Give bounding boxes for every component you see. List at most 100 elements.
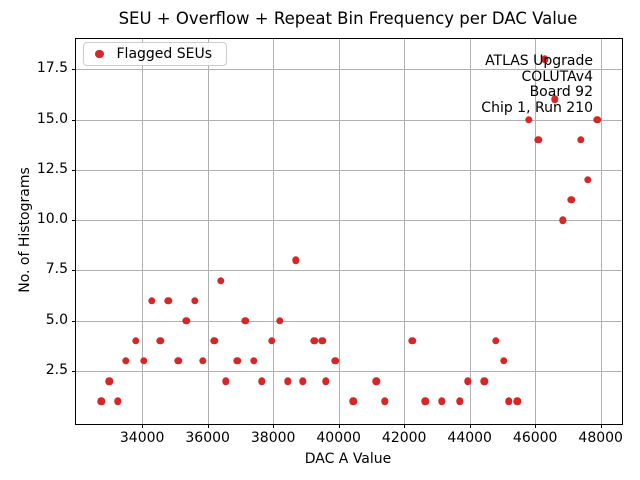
x-tick-label: 34000 [119, 430, 165, 446]
y-gridline [76, 371, 622, 373]
data-point [284, 377, 292, 385]
y-tick-mark [72, 371, 76, 373]
data-point [513, 397, 521, 405]
x-gridline [207, 39, 209, 424]
x-tick-label: 44000 [447, 430, 492, 446]
x-tick-mark [535, 424, 537, 428]
y-tick-label: 2.5 [45, 362, 68, 379]
y-tick-label: 10.0 [36, 211, 68, 228]
data-point [438, 397, 446, 405]
legend-marker-icon [95, 49, 104, 59]
data-point [122, 357, 130, 365]
data-point [156, 337, 164, 345]
data-point [524, 115, 533, 124]
data-point [541, 55, 549, 63]
annotation-line: COLUTAv4 [521, 68, 593, 85]
data-point [372, 377, 381, 385]
y-tick-mark [72, 69, 76, 71]
data-point [408, 337, 417, 345]
plot-area: 34000 36000 38000 40000 42000 44000 46000 48000… [37, 38, 623, 446]
x-tick-label: 36000 [185, 430, 230, 446]
data-point [182, 317, 191, 325]
data-point [331, 357, 340, 365]
x-gridline [469, 39, 471, 424]
data-point [249, 357, 258, 365]
data-point [380, 397, 389, 405]
data-point [593, 115, 602, 124]
data-point [267, 337, 276, 345]
data-point [567, 196, 575, 204]
data-point [241, 317, 250, 325]
y-gridline [76, 169, 622, 171]
chart-title: SEU + Overflow + Repeat Bin Frequency pe… [118, 9, 578, 28]
annotation-line: Chip 1, Run 210 [481, 99, 593, 116]
x-tick-mark [600, 424, 602, 428]
data-point [421, 397, 430, 405]
data-point [105, 377, 114, 385]
y-gridline [76, 69, 622, 71]
x-tick-label: 48000 [578, 430, 623, 446]
data-point [258, 377, 266, 385]
annotation-line: Board 92 [529, 84, 593, 100]
x-tick-mark [404, 424, 406, 428]
y-axis-label: No. of Histograms [17, 167, 33, 293]
x-tick-mark [273, 424, 275, 428]
y-gridline [76, 320, 622, 322]
x-gridline [600, 39, 602, 424]
x-tick-label: 46000 [512, 430, 558, 446]
x-tick-label: 38000 [250, 430, 296, 446]
data-point [480, 377, 489, 385]
x-tick-mark [338, 424, 340, 428]
y-gridline [76, 119, 622, 121]
x-tick-mark [142, 424, 144, 428]
data-point [298, 377, 307, 385]
data-point [321, 377, 330, 385]
data-point [233, 357, 241, 365]
y-tick-mark [72, 169, 76, 171]
y-tick-mark [72, 220, 76, 222]
y-tick-label: 12.5 [36, 161, 68, 178]
y-tick-label: 15.0 [36, 110, 68, 127]
data-point [534, 135, 543, 144]
x-tick-label: 42000 [381, 430, 427, 446]
data-point [97, 397, 105, 405]
data-point [199, 357, 207, 365]
data-point [577, 135, 585, 144]
data-point [464, 377, 472, 385]
data-point [190, 296, 199, 305]
data-point [559, 216, 567, 224]
data-point [492, 337, 500, 345]
x-gridline [273, 39, 275, 424]
x-gridline [338, 39, 340, 424]
data-point [148, 296, 156, 305]
data-point [140, 357, 148, 365]
data-point [505, 397, 513, 405]
data-point [310, 337, 318, 345]
y-tick-label: 17.5 [36, 60, 68, 77]
data-point [583, 176, 592, 184]
y-gridline [76, 270, 622, 272]
y-tick-mark [72, 320, 76, 322]
data-point [276, 317, 284, 325]
x-gridline [142, 39, 144, 424]
data-point [131, 337, 140, 345]
data-point [174, 357, 182, 365]
y-tick-mark [72, 270, 76, 272]
y-tick-mark [72, 119, 76, 121]
x-gridline [404, 39, 406, 424]
legend: Flagged SEUs [83, 42, 228, 66]
x-axis-label: DAC A Value [304, 451, 392, 467]
x-tick-mark [469, 424, 471, 428]
y-tick-label: 5.0 [45, 311, 68, 328]
x-gridline [535, 39, 537, 424]
data-point [318, 337, 326, 345]
y-gridline [76, 220, 622, 222]
data-point [349, 397, 358, 405]
data-point [221, 377, 230, 385]
x-tick-mark [207, 424, 209, 428]
data-point [292, 256, 300, 265]
data-point [113, 397, 122, 405]
data-point [500, 357, 508, 365]
x-tick-label: 40000 [316, 430, 361, 446]
